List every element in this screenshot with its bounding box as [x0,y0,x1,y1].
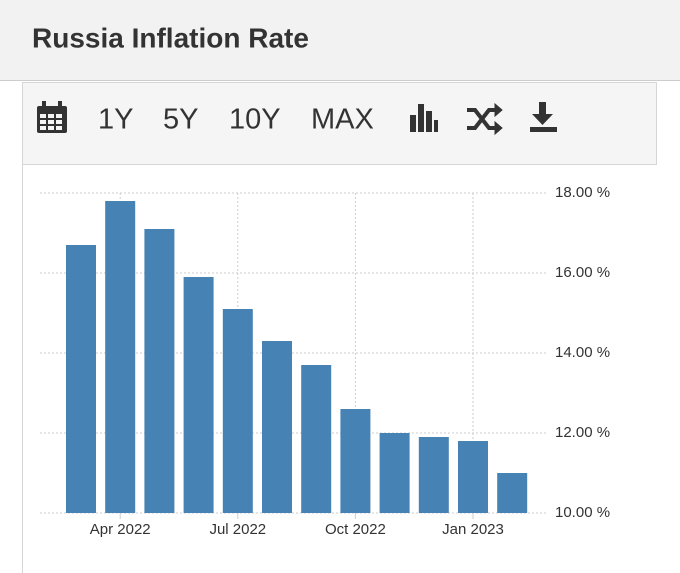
bar [418,437,449,513]
chart-type-icon[interactable] [410,104,438,132]
bar [66,245,96,513]
compare-icon[interactable] [467,102,503,136]
page-title: Russia Inflation Rate [32,22,309,53]
x-tick-label: Jul 2022 [209,521,266,538]
y-tick-label: 14.00 % [555,344,610,361]
bar [340,409,371,513]
bar [301,365,332,513]
y-tick-label: 10.00 % [555,504,610,521]
toolbar [22,82,657,165]
x-tick-label: Jan 2023 [442,521,504,538]
range-button[interactable]: 1Y [98,104,133,136]
y-tick-label: 18.00 % [555,184,610,201]
bar [105,201,136,513]
download-icon[interactable] [530,102,557,132]
bar [458,441,488,513]
y-tick-label: 16.00 % [555,264,610,281]
bar [144,229,175,513]
bar [497,473,528,513]
bar [379,433,410,513]
header-bar [0,0,680,80]
bar [222,309,253,513]
bar [183,277,214,513]
bar [262,341,292,513]
range-button[interactable]: MAX [311,104,374,136]
calendar-icon[interactable] [37,101,67,133]
range-button[interactable]: 10Y [229,104,281,136]
x-tick-label: Apr 2022 [90,521,151,538]
y-tick-label: 12.00 % [555,424,610,441]
range-button[interactable]: 5Y [163,104,198,136]
x-tick-label: Oct 2022 [325,521,386,538]
